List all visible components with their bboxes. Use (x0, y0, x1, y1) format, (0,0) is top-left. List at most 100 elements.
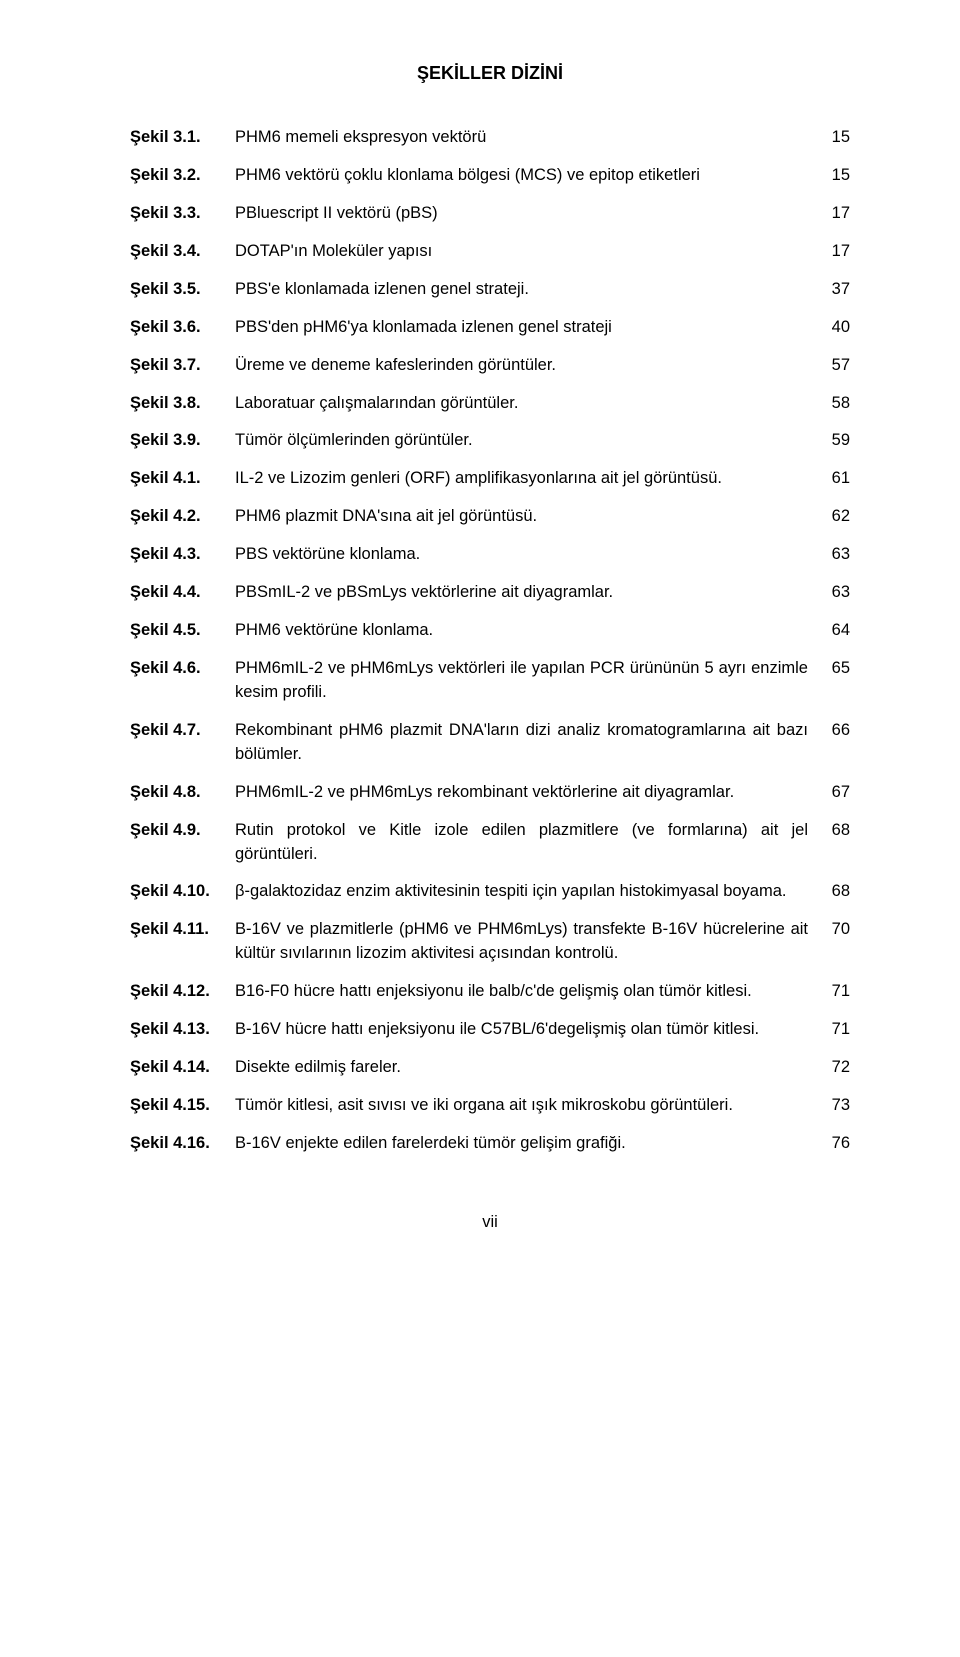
figure-pagenum: 65 (820, 657, 850, 681)
figure-caption: Tümör kitlesi, asit sıvısı ve iki organa… (235, 1094, 820, 1118)
figure-caption: PHM6 memeli ekspresyon vektörü (235, 126, 820, 150)
list-item: Şekil 4.15.Tümör kitlesi, asit sıvısı ve… (130, 1094, 850, 1118)
figure-caption: B-16V hücre hattı enjeksiyonu ile C57BL/… (235, 1018, 820, 1042)
figure-caption: B-16V ve plazmitlerle (pHM6 ve PHM6mLys)… (235, 918, 820, 966)
figure-pagenum: 59 (820, 429, 850, 453)
list-item: Şekil 3.2.PHM6 vektörü çoklu klonlama bö… (130, 164, 850, 188)
figure-label: Şekil 4.14. (130, 1056, 235, 1080)
figure-caption: PHM6 vektörü çoklu klonlama bölgesi (MCS… (235, 164, 820, 188)
document-page: ŞEKİLLER DİZİNİ Şekil 3.1.PHM6 memeli ek… (0, 0, 960, 1275)
figure-pagenum: 17 (820, 240, 850, 264)
figure-caption: PHM6 vektörüne klonlama. (235, 619, 820, 643)
figure-caption: PBSmIL-2 ve pBSmLys vektörlerine ait diy… (235, 581, 820, 605)
figure-pagenum: 40 (820, 316, 850, 340)
figure-caption: PBS'den pHM6'ya klonlamada izlenen genel… (235, 316, 820, 340)
figure-label: Şekil 3.2. (130, 164, 235, 188)
figure-caption: Üreme ve deneme kafeslerinden görüntüler… (235, 354, 820, 378)
figure-label: Şekil 4.15. (130, 1094, 235, 1118)
figure-pagenum: 17 (820, 202, 850, 226)
figure-label: Şekil 3.7. (130, 354, 235, 378)
figure-pagenum: 66 (820, 719, 850, 743)
figure-pagenum: 63 (820, 581, 850, 605)
figure-caption: PHM6mIL-2 ve pHM6mLys vektörleri ile yap… (235, 657, 820, 705)
figure-label: Şekil 4.1. (130, 467, 235, 491)
list-item: Şekil 4.2.PHM6 plazmit DNA'sına ait jel … (130, 505, 850, 529)
figure-caption: Tümör ölçümlerinden görüntüler. (235, 429, 820, 453)
figure-pagenum: 71 (820, 980, 850, 1004)
figure-label: Şekil 4.4. (130, 581, 235, 605)
figure-label: Şekil 4.11. (130, 918, 235, 942)
list-item: Şekil 3.7.Üreme ve deneme kafeslerinden … (130, 354, 850, 378)
figure-caption: PBS'e klonlamada izlenen genel strateji. (235, 278, 820, 302)
figure-pagenum: 15 (820, 126, 850, 150)
figure-caption: PHM6 plazmit DNA'sına ait jel görüntüsü. (235, 505, 820, 529)
figure-pagenum: 37 (820, 278, 850, 302)
figure-caption: PHM6mIL-2 ve pHM6mLys rekombinant vektör… (235, 781, 820, 805)
figure-label: Şekil 4.10. (130, 880, 235, 904)
figure-list: Şekil 3.1.PHM6 memeli ekspresyon vektörü… (130, 126, 850, 1156)
figure-caption: Rekombinant pHM6 plazmit DNA'ların dizi … (235, 719, 820, 767)
figure-caption: B16-F0 hücre hattı enjeksiyonu ile balb/… (235, 980, 820, 1004)
list-item: Şekil 3.8.Laboratuar çalışmalarından gör… (130, 392, 850, 416)
figure-pagenum: 68 (820, 819, 850, 843)
list-item: Şekil 4.7.Rekombinant pHM6 plazmit DNA'l… (130, 719, 850, 767)
figure-label: Şekil 4.16. (130, 1132, 235, 1156)
list-item: Şekil 4.14.Disekte edilmiş fareler.72 (130, 1056, 850, 1080)
list-item: Şekil 4.9.Rutin protokol ve Kitle izole … (130, 819, 850, 867)
figure-label: Şekil 4.5. (130, 619, 235, 643)
figure-label: Şekil 4.7. (130, 719, 235, 743)
list-item: Şekil 4.13.B-16V hücre hattı enjeksiyonu… (130, 1018, 850, 1042)
figure-pagenum: 73 (820, 1094, 850, 1118)
figure-pagenum: 64 (820, 619, 850, 643)
figure-label: Şekil 3.6. (130, 316, 235, 340)
figure-pagenum: 61 (820, 467, 850, 491)
figure-pagenum: 70 (820, 918, 850, 942)
figure-caption: DOTAP'ın Moleküler yapısı (235, 240, 820, 264)
figure-label: Şekil 3.3. (130, 202, 235, 226)
list-item: Şekil 4.10.β-galaktozidaz enzim aktivite… (130, 880, 850, 904)
figure-caption: PBluescript II vektörü (pBS) (235, 202, 820, 226)
figure-caption: Rutin protokol ve Kitle izole edilen pla… (235, 819, 820, 867)
figure-pagenum: 57 (820, 354, 850, 378)
list-item: Şekil 4.5.PHM6 vektörüne klonlama.64 (130, 619, 850, 643)
list-item: Şekil 4.16.B-16V enjekte edilen farelerd… (130, 1132, 850, 1156)
list-item: Şekil 3.3.PBluescript II vektörü (pBS)17 (130, 202, 850, 226)
figure-caption: β-galaktozidaz enzim aktivitesinin tespi… (235, 880, 820, 904)
figure-label: Şekil 4.3. (130, 543, 235, 567)
figure-pagenum: 72 (820, 1056, 850, 1080)
figure-pagenum: 68 (820, 880, 850, 904)
figure-pagenum: 76 (820, 1132, 850, 1156)
figure-pagenum: 58 (820, 392, 850, 416)
figure-label: Şekil 4.2. (130, 505, 235, 529)
figure-caption: IL-2 ve Lizozim genleri (ORF) amplifikas… (235, 467, 820, 491)
list-item: Şekil 4.6.PHM6mIL-2 ve pHM6mLys vektörle… (130, 657, 850, 705)
figure-caption: B-16V enjekte edilen farelerdeki tümör g… (235, 1132, 820, 1156)
list-item: Şekil 3.1.PHM6 memeli ekspresyon vektörü… (130, 126, 850, 150)
figure-label: Şekil 4.8. (130, 781, 235, 805)
figure-label: Şekil 4.13. (130, 1018, 235, 1042)
figure-pagenum: 63 (820, 543, 850, 567)
figure-caption: Laboratuar çalışmalarından görüntüler. (235, 392, 820, 416)
figure-label: Şekil 3.9. (130, 429, 235, 453)
figure-label: Şekil 3.8. (130, 392, 235, 416)
list-item: Şekil 4.4.PBSmIL-2 ve pBSmLys vektörleri… (130, 581, 850, 605)
list-item: Şekil 3.4.DOTAP'ın Moleküler yapısı17 (130, 240, 850, 264)
figure-caption: Disekte edilmiş fareler. (235, 1056, 820, 1080)
figure-pagenum: 15 (820, 164, 850, 188)
list-item: Şekil 4.12.B16-F0 hücre hattı enjeksiyon… (130, 980, 850, 1004)
figure-label: Şekil 3.1. (130, 126, 235, 150)
list-item: Şekil 4.1.IL-2 ve Lizozim genleri (ORF) … (130, 467, 850, 491)
figure-label: Şekil 4.12. (130, 980, 235, 1004)
figure-caption: PBS vektörüne klonlama. (235, 543, 820, 567)
list-item: Şekil 4.8.PHM6mIL-2 ve pHM6mLys rekombin… (130, 781, 850, 805)
list-item: Şekil 3.5.PBS'e klonlamada izlenen genel… (130, 278, 850, 302)
figure-label: Şekil 3.5. (130, 278, 235, 302)
figure-label: Şekil 4.9. (130, 819, 235, 843)
figure-pagenum: 71 (820, 1018, 850, 1042)
page-title: ŞEKİLLER DİZİNİ (130, 60, 850, 86)
figure-pagenum: 67 (820, 781, 850, 805)
list-item: Şekil 4.3.PBS vektörüne klonlama.63 (130, 543, 850, 567)
page-number-footer: vii (130, 1211, 850, 1235)
figure-label: Şekil 3.4. (130, 240, 235, 264)
list-item: Şekil 3.9.Tümör ölçümlerinden görüntüler… (130, 429, 850, 453)
